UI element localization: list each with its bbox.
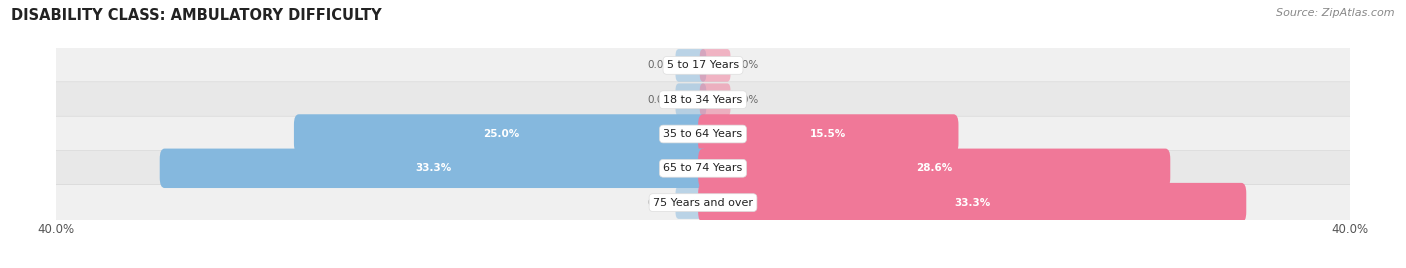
Text: 0.0%: 0.0% — [733, 60, 758, 70]
FancyBboxPatch shape — [699, 114, 959, 154]
FancyBboxPatch shape — [675, 83, 706, 116]
FancyBboxPatch shape — [56, 82, 1350, 118]
Text: 33.3%: 33.3% — [955, 198, 990, 208]
Text: 5 to 17 Years: 5 to 17 Years — [666, 60, 740, 70]
FancyBboxPatch shape — [56, 116, 1350, 152]
Text: DISABILITY CLASS: AMBULATORY DIFFICULTY: DISABILITY CLASS: AMBULATORY DIFFICULTY — [11, 8, 382, 23]
FancyBboxPatch shape — [56, 150, 1350, 186]
FancyBboxPatch shape — [700, 83, 731, 116]
FancyBboxPatch shape — [160, 148, 707, 188]
FancyBboxPatch shape — [675, 186, 706, 219]
FancyBboxPatch shape — [699, 148, 1170, 188]
Text: 0.0%: 0.0% — [733, 95, 758, 105]
Text: 65 to 74 Years: 65 to 74 Years — [664, 163, 742, 173]
Text: 0.0%: 0.0% — [648, 198, 673, 208]
FancyBboxPatch shape — [699, 183, 1246, 222]
Text: 15.5%: 15.5% — [810, 129, 846, 139]
FancyBboxPatch shape — [700, 49, 731, 82]
Text: 0.0%: 0.0% — [648, 95, 673, 105]
FancyBboxPatch shape — [294, 114, 707, 154]
FancyBboxPatch shape — [56, 185, 1350, 221]
Text: 35 to 64 Years: 35 to 64 Years — [664, 129, 742, 139]
Text: 0.0%: 0.0% — [648, 60, 673, 70]
Text: 18 to 34 Years: 18 to 34 Years — [664, 95, 742, 105]
Text: 28.6%: 28.6% — [917, 163, 952, 173]
Text: 75 Years and over: 75 Years and over — [652, 198, 754, 208]
FancyBboxPatch shape — [675, 49, 706, 82]
Text: 25.0%: 25.0% — [482, 129, 519, 139]
Text: Source: ZipAtlas.com: Source: ZipAtlas.com — [1277, 8, 1395, 18]
FancyBboxPatch shape — [56, 47, 1350, 83]
Text: 33.3%: 33.3% — [416, 163, 451, 173]
